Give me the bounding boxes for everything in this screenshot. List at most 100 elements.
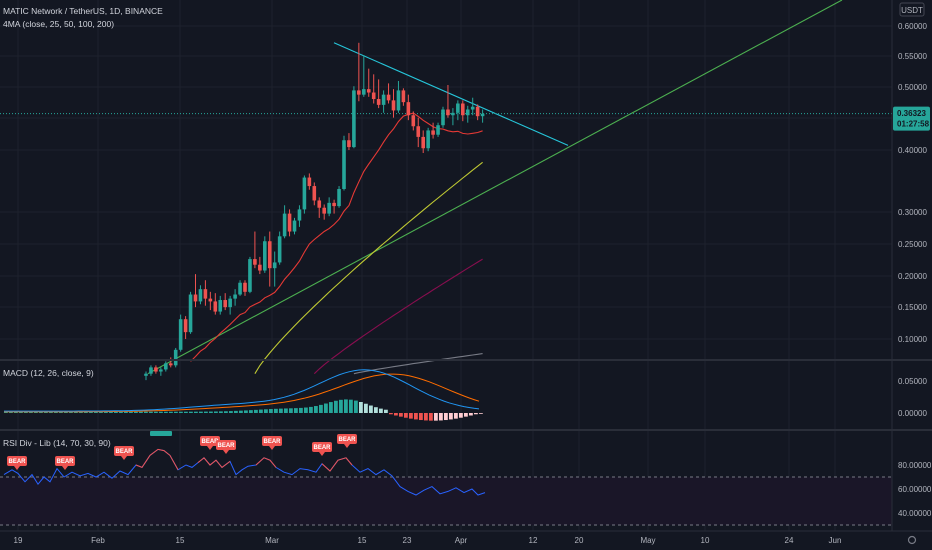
candle-body [223,300,227,308]
currency-box [899,2,925,17]
candle-body [292,220,297,232]
ma-100-line [313,258,483,375]
macd-histogram-bar [349,399,353,413]
price-tick-label: 0.15000 [898,303,927,312]
bear-label-text: BEAR [217,443,235,449]
candle-body [441,109,445,126]
candle-body [164,363,168,370]
rsi-indicator-label[interactable]: RSI Div - Lib (14, 70, 30, 90) [3,438,111,448]
candle-body [436,125,440,135]
bear-label-pointer [344,444,350,448]
macd-histogram-bar [24,411,28,413]
ma-indicator-label[interactable]: 4MA (close, 25, 50, 100, 200) [3,19,115,29]
macd-histogram-bar [164,411,168,413]
macd-histogram-bar [229,411,233,413]
current-price-tag [893,106,930,131]
currency-label: USDT [901,6,923,15]
ma-25-line [190,112,483,362]
candle-body [144,373,148,376]
time-tick-label: Apr [455,536,468,545]
candle-countdown: 01:27:58 [897,120,930,129]
candle-body [178,319,183,350]
macd-histogram-bar [399,413,403,417]
candle-body [198,289,203,302]
bear-divergence-label[interactable]: BEAR [7,456,27,470]
macd-histogram-bar [429,413,433,421]
macd-histogram-bar [439,413,443,421]
candle-body [233,294,237,299]
rsi-line [3,448,486,496]
bear-divergence-label[interactable]: BEAR [216,440,236,454]
candle-body [461,103,465,116]
macd-histogram-bar [369,405,373,413]
candle-body [327,202,331,214]
bear-divergence-label[interactable]: BEAR [200,436,220,450]
candle-body [421,136,425,149]
time-axis[interactable]: 19 Feb 15 Mar 15 23 Apr 12 20 May 10 24 Jun [14,535,917,545]
pane-separators[interactable] [0,0,932,532]
macd-histogram-bar [424,413,428,421]
macd-histogram-bar [264,409,268,413]
bear-divergence-label[interactable]: BEAR [114,446,134,460]
candle-body [465,109,470,116]
candle-body [213,301,218,312]
macd-histogram-bar [204,411,208,413]
macd-histogram-bar [84,411,88,413]
bear-divergence-label[interactable]: BEAR [312,442,332,456]
candle-body [302,177,307,210]
candle-body [426,130,430,149]
macd-histogram-bar [19,411,23,413]
bear-label-text: BEAR [115,449,133,455]
macd-histogram-bar [254,409,258,413]
macd-histogram-bar [309,406,313,413]
time-tick-label: 24 [785,536,794,545]
macd-histogram-bar [174,411,178,413]
rsi-tick-label: 80.00000 [898,461,932,470]
macd-histogram-bar [119,411,123,413]
candle-body [475,106,480,117]
macd-histogram-bar [279,408,283,413]
macd-histogram-bar [109,411,113,413]
symbol-title[interactable]: MATIC Network / TetherUS, 1D, BINANCE [3,6,163,16]
candlesticks[interactable] [144,42,485,381]
candle-body [401,90,406,103]
bear-divergence-label[interactable]: BEAR [337,434,357,448]
candle-body [371,92,376,100]
price-axis[interactable]: USDT0.600000.550000.500000.450000.400000… [893,2,932,518]
macd-histogram-bar [154,411,158,413]
macd-tick-label: 0.00000 [898,409,927,418]
bear-divergence-label[interactable]: BEAR [262,436,282,450]
candle-body [168,363,173,366]
trendlines[interactable] [0,0,892,375]
macd-histogram-bar [39,411,43,413]
settings-gear-icon[interactable] [907,535,917,545]
bear-divergence-label[interactable]: BEAR [55,456,75,470]
price-tick-label: 0.55000 [898,52,927,61]
bear-label-pointer [62,466,68,470]
candle-body [272,262,277,269]
macd-histogram-bar [469,413,473,416]
candle-body [322,207,326,214]
macd-histogram-bar [179,411,183,413]
bear-label-bg [337,434,357,444]
rsi-tick-label: 60.00000 [898,485,932,494]
macd-histogram-bar [129,411,133,413]
bear-label-pointer [121,456,127,460]
candle-body [391,100,396,111]
macd-histogram-bar [284,408,288,413]
macd-histogram-bar [64,411,68,413]
candle-body [366,89,371,93]
macd-histogram-bar [244,410,248,413]
macd-histogram-bar [444,413,448,421]
macd-signal-line [4,373,480,413]
macd-pane[interactable] [4,369,483,421]
candle-body [347,140,351,148]
macd-indicator-label[interactable]: MACD (12, 26, close, 9) [3,368,94,378]
candle-body [243,282,247,292]
macd-histogram-bar [74,411,78,413]
macd-histogram-bar [184,411,188,413]
macd-histogram-bar [404,413,408,418]
time-tick-label: Mar [265,536,279,545]
